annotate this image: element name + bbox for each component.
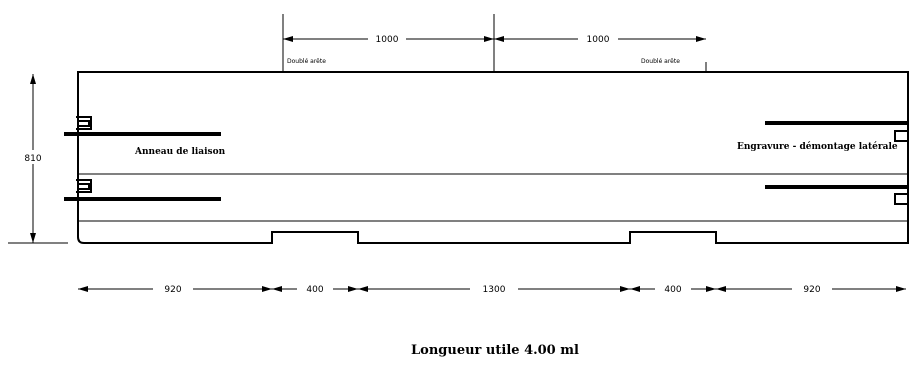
bottom-dim-value-4: 400 bbox=[664, 285, 681, 295]
height-dim-bg bbox=[22, 150, 44, 164]
bottom-dim-value-1: 920 bbox=[164, 285, 181, 295]
right-rods bbox=[765, 121, 909, 205]
bottom-dim-value-3: 1300 bbox=[483, 285, 506, 295]
height-dimension-group: 810 bbox=[8, 74, 68, 244]
top-dimension-group: 1000 1000 Doublé arête Doublé arête bbox=[282, 14, 707, 72]
label-left-zone: Anneau de liaison bbox=[134, 147, 226, 157]
beam-contour bbox=[77, 71, 909, 244]
right-rod-upper bbox=[765, 121, 908, 125]
top-label-left: Doublé arête bbox=[287, 58, 326, 65]
height-dim-value: 810 bbox=[24, 154, 41, 164]
label-right-zone: Engravure - démontage latérale bbox=[737, 141, 898, 152]
right-slot-upper bbox=[894, 130, 909, 142]
bottom-dim-value-5: 920 bbox=[803, 285, 820, 295]
left-ring-lower bbox=[76, 179, 92, 193]
bottom-dim-value-2: 400 bbox=[306, 285, 323, 295]
left-rod-lower bbox=[64, 197, 221, 201]
left-rods bbox=[64, 116, 221, 201]
bottom-dimension-chain: 920 400 1300 400 920 bbox=[78, 285, 906, 295]
top-dim-left-value: 1000 bbox=[376, 35, 399, 45]
right-rod-lower bbox=[765, 185, 908, 189]
right-slot-lower bbox=[894, 193, 909, 205]
top-dim-right-value: 1000 bbox=[587, 35, 610, 45]
beam-outline bbox=[77, 71, 909, 244]
top-label-right: Doublé arête bbox=[641, 58, 680, 65]
left-rod-upper bbox=[64, 132, 221, 136]
left-ring-upper bbox=[76, 116, 92, 130]
footer-title: Longueur utile 4.00 ml bbox=[411, 343, 579, 358]
